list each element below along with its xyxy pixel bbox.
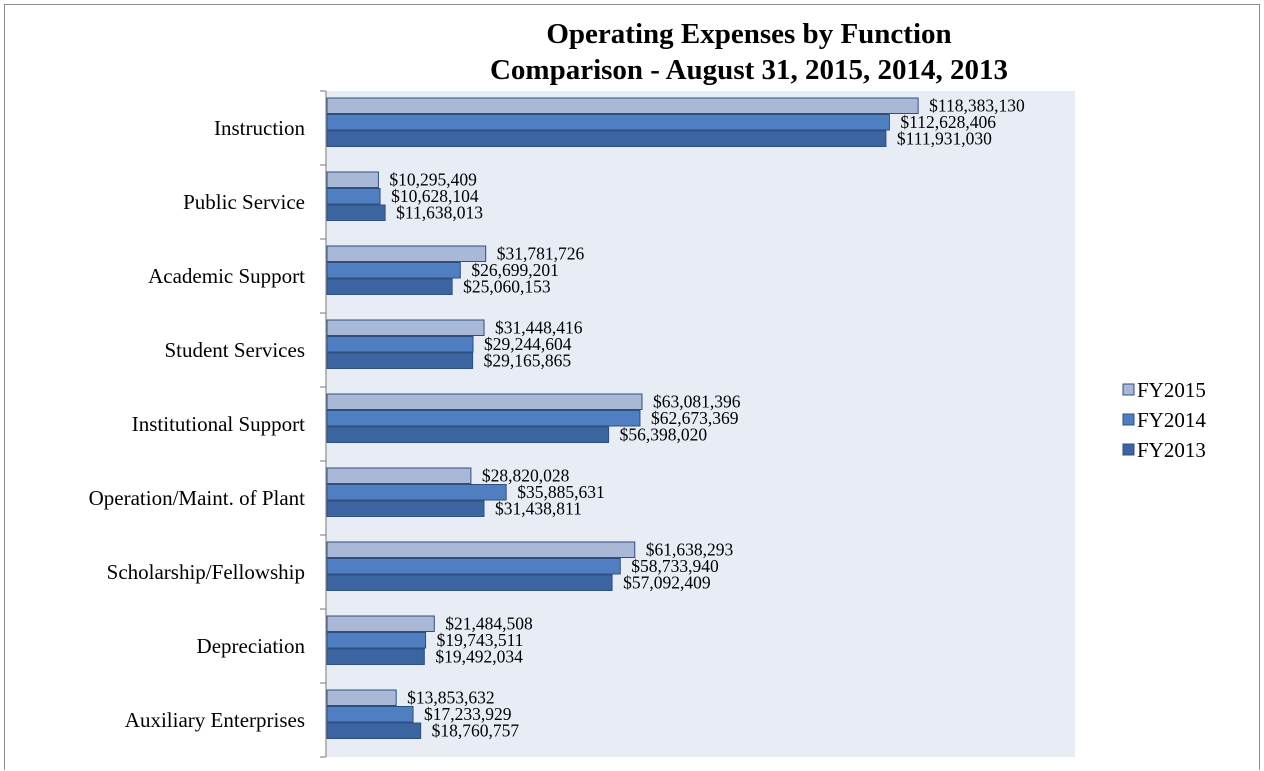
bar-fy2014: [326, 558, 621, 575]
bar-fy2013: [326, 352, 474, 369]
data-label: $26,699,201: [471, 260, 558, 280]
category-label: Public Service: [183, 190, 305, 214]
data-label: $29,244,604: [484, 334, 572, 354]
chart-subtitle: Comparison - August 31, 2015, 2014, 2013: [490, 54, 1008, 86]
data-label: $25,060,153: [463, 277, 551, 297]
data-label: $10,628,104: [391, 186, 479, 206]
bar-fy2015: [326, 245, 487, 262]
data-label: $31,448,416: [495, 318, 583, 338]
legend: FY2015 FY2014 FY2013: [1122, 378, 1206, 462]
bar-fy2014: [326, 188, 381, 205]
bar-fy2015: [326, 541, 636, 558]
bar-fy2014: [326, 336, 474, 353]
category-label: Scholarship/Fellowship: [107, 560, 305, 584]
bar-fy2014: [326, 114, 890, 131]
bar-fy2015: [326, 615, 435, 632]
bar-fy2014: [326, 262, 461, 279]
bar-fy2013: [326, 204, 386, 221]
bar-fy2015: [326, 319, 485, 336]
data-label: $31,438,811: [495, 499, 582, 519]
category-label: Depreciation: [197, 634, 306, 658]
bar-fy2013: [326, 426, 610, 443]
bar-fy2013: [326, 278, 453, 295]
data-labels: $118,383,130$112,628,406$111,931,030 $10,…: [389, 96, 1025, 741]
bar-fy2014: [326, 632, 427, 649]
data-label: $112,628,406: [900, 112, 996, 132]
data-label: $10,295,409: [389, 170, 477, 190]
bar-fy2015: [326, 171, 379, 188]
data-label: $62,673,369: [651, 408, 739, 428]
chart-frame: Operating Expenses by Function Compariso…: [4, 4, 1260, 770]
legend-label: FY2014: [1137, 408, 1206, 432]
bar-fy2015: [326, 689, 397, 706]
bar-fy2013: [326, 722, 422, 739]
data-label: $13,853,632: [407, 688, 495, 708]
category-label: Institutional Support: [132, 412, 305, 436]
category-label: Academic Support: [148, 264, 305, 288]
bar-fy2014: [326, 706, 414, 723]
category-label: Student Services: [164, 338, 305, 362]
data-label: $35,885,631: [517, 482, 605, 502]
category-label: Instruction: [214, 116, 305, 140]
bar-fy2013: [326, 648, 425, 665]
category-labels: Instruction Public Service Academic Suppor…: [89, 116, 306, 732]
data-label: $29,165,865: [484, 351, 572, 371]
bar-fy2013: [326, 574, 613, 591]
data-label: $17,233,929: [424, 704, 512, 724]
data-label: $58,733,940: [631, 556, 719, 576]
legend-swatch-fy2013: [1122, 443, 1135, 456]
data-label: $111,931,030: [897, 129, 992, 149]
chart-canvas: Operating Expenses by Function Compariso…: [89, 18, 1206, 758]
data-label: $57,092,409: [623, 573, 711, 593]
bar-fy2015: [326, 467, 472, 484]
bar-fy2014: [326, 410, 641, 427]
data-label: $19,743,511: [437, 630, 524, 650]
data-label: $28,820,028: [482, 466, 570, 486]
bar-fy2013: [326, 500, 485, 517]
category-label: Operation/Maint. of Plant: [89, 486, 306, 510]
data-label: $63,081,396: [653, 392, 741, 412]
bar-fy2013: [326, 130, 887, 147]
legend-label: FY2015: [1137, 378, 1206, 402]
chart-title: Operating Expenses by Function: [546, 18, 951, 50]
bar-fy2015: [326, 97, 919, 114]
data-label: $21,484,508: [445, 614, 533, 634]
data-label: $19,492,034: [435, 647, 523, 667]
legend-swatch-fy2014: [1122, 413, 1135, 426]
legend-swatch-fy2015: [1122, 383, 1135, 396]
data-label: $18,760,757: [432, 721, 520, 741]
category-label: Auxiliary Enterprises: [125, 708, 305, 732]
bar-fy2014: [326, 484, 507, 501]
data-label: $56,398,020: [620, 425, 708, 445]
data-label: $11,638,013: [396, 203, 483, 223]
bar-fy2015: [326, 393, 643, 410]
data-label: $61,638,293: [646, 540, 734, 560]
data-label: $31,781,726: [497, 244, 585, 264]
bars: [326, 97, 919, 739]
legend-label: FY2013: [1137, 438, 1206, 462]
data-label: $118,383,130: [929, 96, 1025, 116]
